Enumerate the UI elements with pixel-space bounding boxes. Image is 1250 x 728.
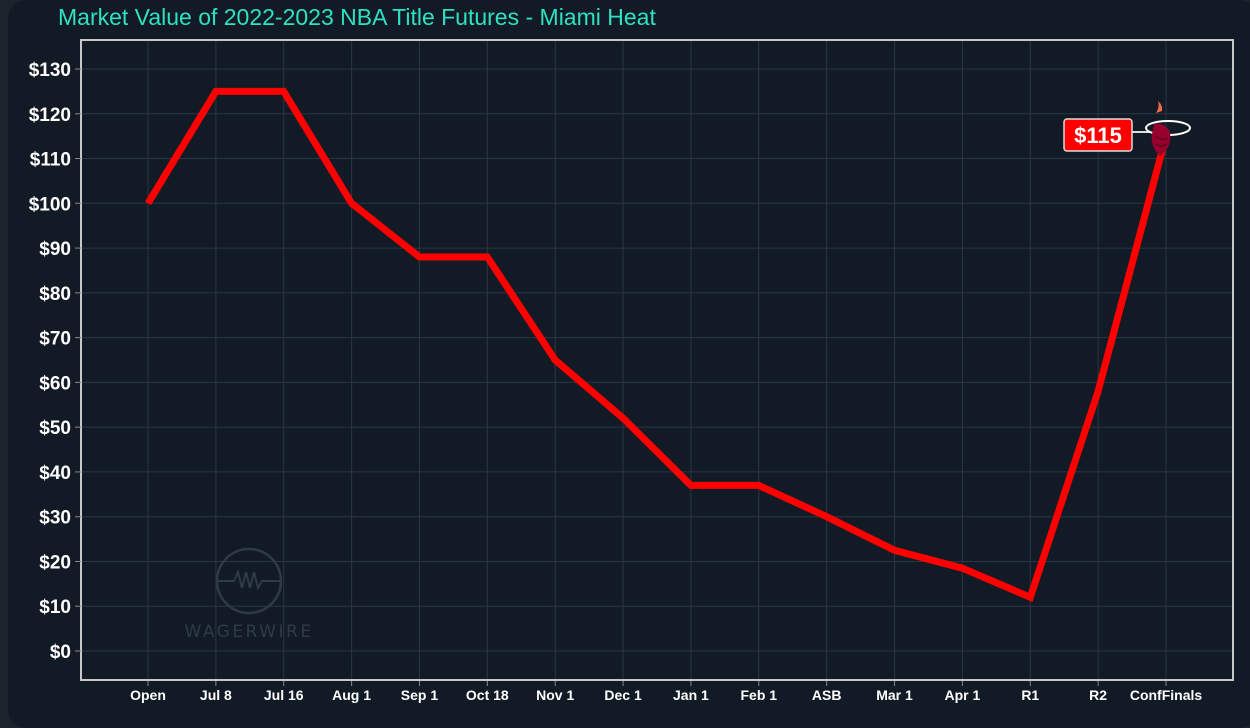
- y-tick-label: $40: [39, 463, 71, 484]
- value-badge: [1063, 118, 1133, 152]
- y-tick-label: $30: [39, 508, 71, 529]
- y-tick-label: $130: [29, 60, 71, 81]
- y-tick-label: $70: [39, 329, 71, 350]
- x-tick-label: Sep 1: [401, 687, 439, 703]
- x-tick-label: R2: [1089, 687, 1107, 703]
- y-tick-label: $80: [39, 284, 71, 305]
- x-tick-label: Jan 1: [673, 687, 709, 703]
- x-tick-label: Aug 1: [332, 687, 371, 703]
- y-tick-label: $120: [29, 105, 71, 126]
- x-tick-label: Oct 18: [466, 687, 509, 703]
- x-tick-label: Feb 1: [741, 687, 778, 703]
- series-line-miami-heat: [145, 87, 1170, 603]
- y-tick-label: $20: [39, 552, 71, 573]
- y-tick-label: $50: [39, 418, 71, 439]
- y-axis: $0 $10 $20 $30 $40 $50 $60 $70 $80 $90 $100 $110 $12…: [29, 60, 81, 663]
- y-tick-label: $110: [30, 150, 71, 171]
- x-tick-label: ConfFinals: [1130, 687, 1203, 703]
- x-tick-label: Mar 1: [876, 687, 913, 703]
- x-tick-label: Open: [130, 687, 166, 703]
- miami-heat-logo-icon: [1145, 101, 1191, 156]
- end-annotation: $115: [1063, 101, 1191, 156]
- grid-lines: [82, 41, 1232, 679]
- plot-frame: [80, 39, 1234, 681]
- resistor-icon: [218, 568, 280, 591]
- y-tick-label: $10: [39, 597, 71, 618]
- x-tick-label: Apr 1: [945, 687, 981, 703]
- wagerwire-watermark: WAGERWIRE: [184, 547, 313, 642]
- y-tick-label: $60: [39, 373, 71, 394]
- x-tick-label: Jul 8: [200, 687, 232, 703]
- chart-title: Market Value of 2022-2023 NBA Title Futu…: [58, 4, 656, 30]
- x-tick-label: Dec 1: [604, 687, 642, 703]
- y-tick-label: $90: [39, 239, 71, 260]
- watermark-text: WAGERWIRE: [184, 622, 313, 642]
- watermark-circle-icon: [215, 547, 283, 615]
- x-axis: Open Jul 8 Jul 16 Aug 1 Sep 1 Oct 18 Nov 1 Dec …: [130, 681, 1202, 703]
- x-tick-label: R1: [1021, 687, 1039, 703]
- x-tick-label: ASB: [812, 687, 842, 703]
- x-tick-label: Nov 1: [536, 687, 574, 703]
- value-badge-text: $115: [1074, 123, 1122, 148]
- x-tick-label: Jul 16: [264, 687, 304, 703]
- y-tick-label: $0: [50, 642, 71, 663]
- y-tick-label: $100: [29, 194, 71, 215]
